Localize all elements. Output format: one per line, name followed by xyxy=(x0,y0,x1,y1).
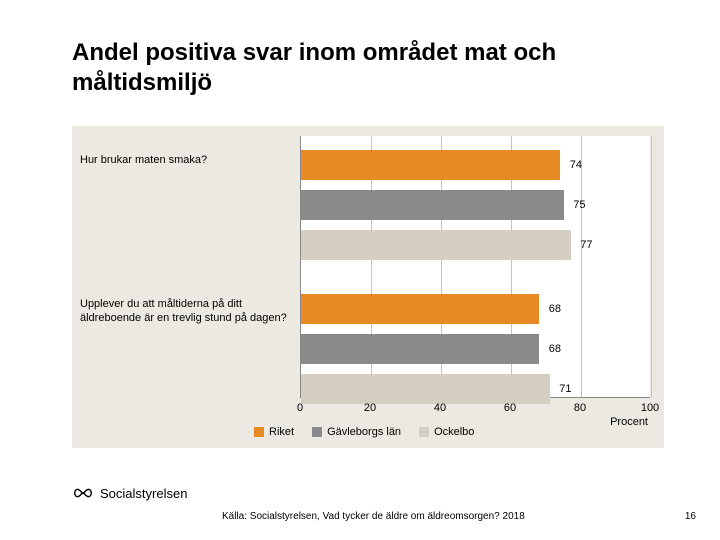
bar-value: 75 xyxy=(573,190,585,220)
x-tick: 60 xyxy=(504,402,516,414)
x-tick: 100 xyxy=(641,402,659,414)
bar-ockelbo: 71 xyxy=(301,374,550,404)
legend-item: Riket xyxy=(254,426,294,438)
bar-value: 68 xyxy=(549,334,561,364)
bar-riket: 68 xyxy=(301,294,539,324)
x-axis-title: Procent xyxy=(610,416,648,428)
legend-label: Gävleborgs län xyxy=(327,426,401,438)
grid-line xyxy=(651,136,652,397)
bar-ockelbo: 77 xyxy=(301,230,571,260)
page-number: 16 xyxy=(685,511,696,522)
infinity-icon xyxy=(72,482,94,504)
bar-gävleborgs-län: 75 xyxy=(301,190,564,220)
x-tick: 20 xyxy=(364,402,376,414)
org-name: Socialstyrelsen xyxy=(100,486,187,501)
legend-item: Gävleborgs län xyxy=(312,426,401,438)
bar-value: 71 xyxy=(559,374,571,404)
legend-swatch xyxy=(419,427,429,437)
category-label: Upplever du att måltiderna på ditt äldre… xyxy=(80,298,290,326)
legend-swatch xyxy=(254,427,264,437)
category-label: Hur brukar maten smaka? xyxy=(80,154,290,168)
legend: Riket Gävleborgs län Ockelbo xyxy=(254,426,474,438)
bar-value: 74 xyxy=(570,150,582,180)
legend-label: Ockelbo xyxy=(434,426,474,438)
legend-item: Ockelbo xyxy=(419,426,474,438)
plot-area: 747577686871 xyxy=(300,136,650,398)
slide-title: Andel positiva svar inom området mat och… xyxy=(72,38,652,98)
legend-swatch xyxy=(312,427,322,437)
bar-value: 68 xyxy=(549,294,561,324)
source-text: Källa: Socialstyrelsen, Vad tycker de äl… xyxy=(222,511,525,522)
legend-label: Riket xyxy=(269,426,294,438)
bar-value: 77 xyxy=(580,230,592,260)
x-tick: 0 xyxy=(297,402,303,414)
x-tick: 40 xyxy=(434,402,446,414)
bar-gävleborgs-län: 68 xyxy=(301,334,539,364)
bar-riket: 74 xyxy=(301,150,560,180)
chart-container: 747577686871 020406080100 Procent RiketG… xyxy=(72,126,664,448)
x-tick: 80 xyxy=(574,402,586,414)
org-logo: Socialstyrelsen xyxy=(72,482,187,504)
